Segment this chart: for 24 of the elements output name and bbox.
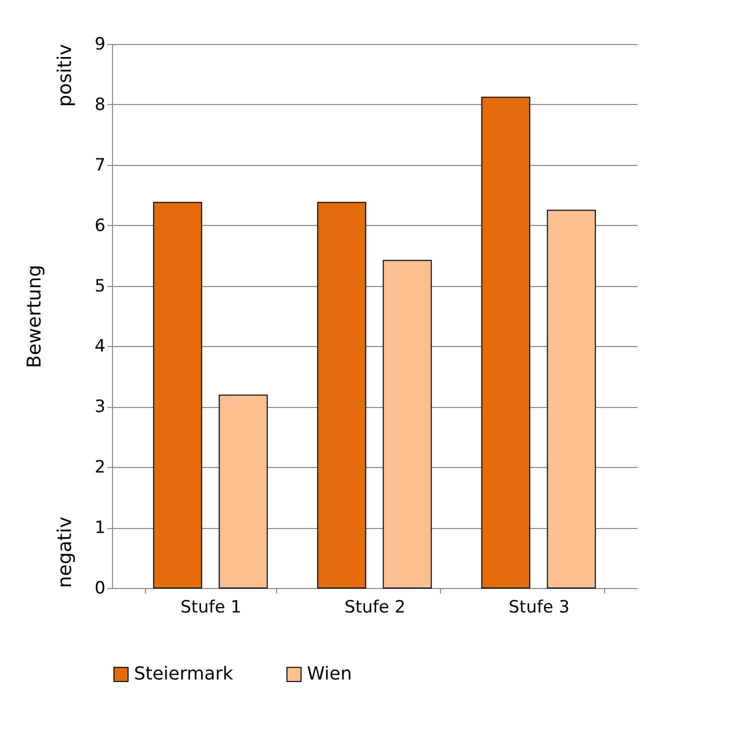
y-tick-label: 3: [94, 397, 106, 418]
y-tick-label: 4: [94, 336, 106, 357]
bar: [153, 202, 202, 588]
y-tick-label: 2: [94, 458, 106, 478]
y-tick-label: 1: [94, 518, 106, 538]
bar: [546, 210, 596, 588]
legend-label: Steiermark: [134, 663, 234, 684]
legend-label: Wien: [307, 663, 352, 684]
y-tick-label: 5: [94, 276, 106, 296]
bar: [382, 260, 432, 588]
y-tick-label: 0: [94, 578, 106, 598]
x-tick-label: Stufe 3: [508, 598, 570, 618]
bar: [317, 202, 366, 588]
y-axis-title: Bewertung: [24, 264, 46, 368]
y-tick-label: 6: [94, 216, 106, 236]
bar: [218, 394, 268, 588]
bar: [481, 96, 530, 588]
text: negativ: [54, 516, 76, 588]
x-tick-label: Stufe 1: [180, 598, 242, 618]
x-tick-label: Stufe 2: [344, 598, 406, 618]
y-tick-label: 8: [94, 94, 106, 115]
text: positiv: [54, 44, 76, 107]
y-tick-label: 9: [94, 34, 106, 54]
y-tick-label: 7: [94, 155, 106, 176]
